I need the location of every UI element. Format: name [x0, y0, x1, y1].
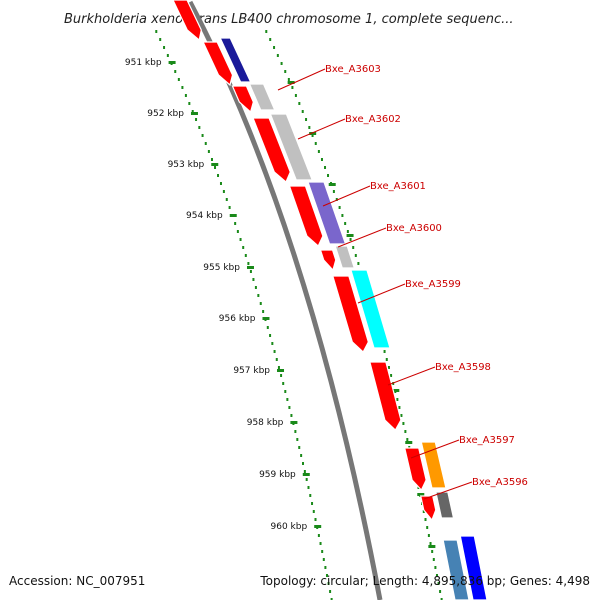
- gene-feature: [219, 37, 252, 83]
- accession-text: Accession: NC_007951: [9, 574, 146, 588]
- gene-feature: [334, 245, 356, 269]
- gene-feature: [319, 249, 337, 272]
- gene-feature: [442, 539, 470, 600]
- gene-label-leader: [410, 439, 460, 459]
- gene-labels: Bxe_A3603 Bxe_A3602 Bxe_A3601 Bxe_A3600 Bxe_…: [325, 64, 528, 488]
- gene-feature: [288, 185, 324, 247]
- tick-ruler: [155, 30, 333, 600]
- gene-feature: [459, 535, 488, 600]
- gene-label: Bxe_A3599: [405, 279, 461, 290]
- gene-feature: [435, 491, 455, 519]
- gene-label-leader: [322, 185, 371, 207]
- gene-feature: [252, 117, 291, 183]
- gene-feature: [332, 275, 369, 353]
- gene-label-leader: [423, 481, 473, 500]
- gene-feature: [172, 0, 202, 42]
- gene-label-leader: [297, 118, 346, 140]
- tick-labels: 951 kbp 952 kbp 953 kbp 954 kbp 955 kbp 956 k…: [125, 58, 308, 532]
- gene-feature: [231, 85, 254, 114]
- gene-feature: [420, 441, 447, 489]
- gene-label-leaders: [277, 68, 473, 500]
- gene-label: Bxe_A3602: [345, 114, 401, 125]
- gene-label-leader: [337, 227, 387, 248]
- tick-label: 951 kbp: [125, 58, 162, 68]
- gene-feature: [369, 361, 402, 431]
- map-title: Burkholderia xenovorans LB400 chromosome…: [64, 12, 514, 27]
- gene-feature: [248, 83, 276, 111]
- gene-track: [172, 0, 488, 600]
- gene-label: Bxe_A3598: [435, 362, 491, 373]
- gene-feature: [419, 495, 437, 522]
- tick-label: 954 kbp: [186, 211, 223, 221]
- tick-label: 958 kbp: [247, 418, 284, 428]
- gene-label-leader: [277, 68, 326, 91]
- gene-label: Bxe_A3597: [459, 435, 515, 446]
- topology-summary: Topology: circular; Length: 4,895,836 bp…: [260, 574, 590, 588]
- tick-label: 953 kbp: [168, 160, 205, 170]
- gene-feature: [202, 41, 234, 87]
- gene-feature: [269, 113, 314, 181]
- gene-label: Bxe_A3600: [386, 223, 442, 234]
- gene-label-leader: [387, 366, 436, 386]
- tick-label: 960 kbp: [271, 522, 308, 532]
- tick-label: 955 kbp: [203, 263, 240, 273]
- tick-label: 952 kbp: [147, 109, 184, 119]
- gene-label-leader: [357, 283, 406, 304]
- tick-label: 957 kbp: [233, 366, 270, 376]
- tick-label: 959 kbp: [259, 470, 296, 480]
- gene-label: Bxe_A3601: [370, 181, 426, 192]
- gene-feature: [403, 447, 427, 492]
- gene-label: Bxe_A3603: [325, 64, 381, 75]
- gene-feature: [350, 269, 391, 349]
- gene-label: Bxe_A3596: [472, 477, 528, 488]
- tick-label: 956 kbp: [219, 314, 256, 324]
